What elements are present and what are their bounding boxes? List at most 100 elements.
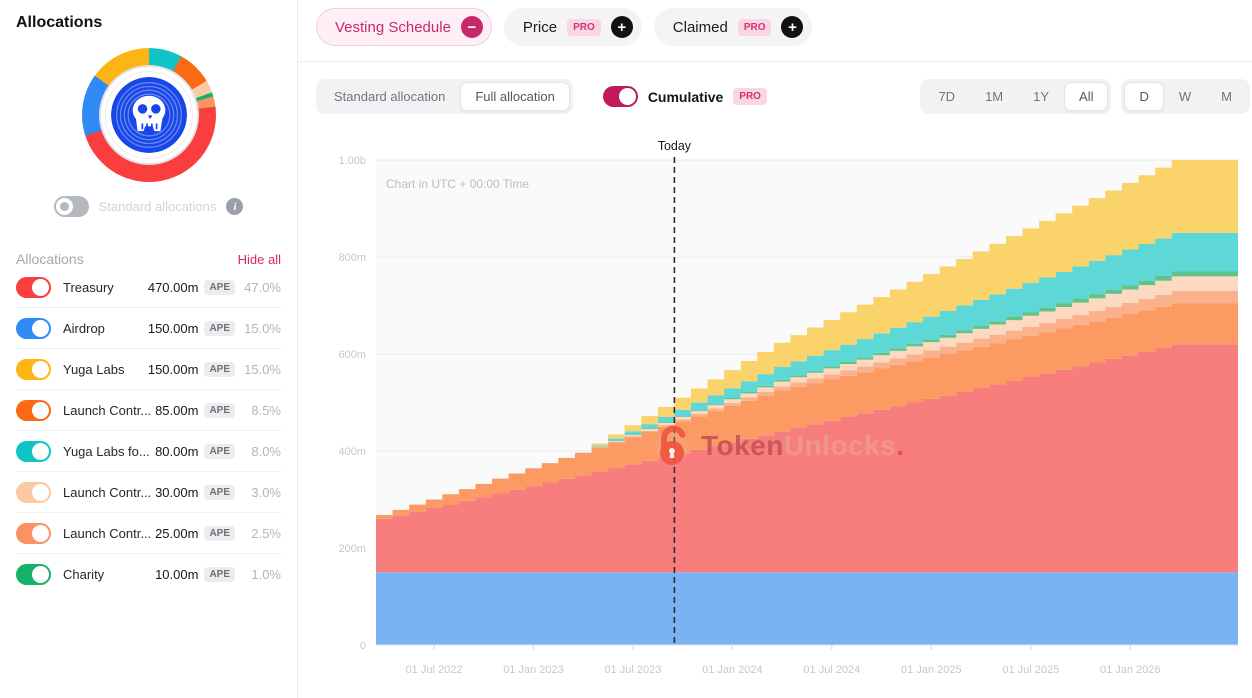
allocation-unit-badge: APE (204, 402, 235, 418)
allocation-toggle[interactable] (16, 358, 51, 380)
allocation-percent: 8.0% (251, 443, 281, 459)
cumulative-toggle[interactable] (602, 86, 638, 107)
series-band-yuga-labs (376, 160, 1238, 516)
allocation-value: 30.00m (155, 484, 199, 500)
allocation-percent: 8.5% (251, 402, 281, 418)
allocation-toggle[interactable] (16, 399, 51, 421)
plus-button[interactable]: + (610, 16, 633, 38)
range-segmented: 7D 1M 1Y All (920, 79, 1112, 114)
allocation-percent: 15.0% (244, 361, 281, 377)
allocation-toggle[interactable] (16, 522, 51, 544)
range-1m[interactable]: 1M (985, 89, 1004, 104)
toggle-knob (32, 524, 49, 542)
allocation-row: Launch Contr... 85.00m APE 8.5% (16, 390, 281, 431)
allocation-mode-segmented: Standard allocation Full allocation (316, 79, 573, 114)
range-1y[interactable]: 1Y (1033, 89, 1050, 104)
allocation-percent: 2.5% (251, 525, 281, 541)
granularity-d[interactable]: D (1124, 82, 1164, 111)
allocation-row: Yuga Labs fo... 80.00m APE 8.0% (16, 431, 281, 472)
allocations-list: Treasury 470.00m APE 47.0% Airdrop 150.00m APE… (16, 267, 281, 595)
toggle-knob (618, 88, 636, 105)
allocation-unit-badge: APE (204, 443, 235, 459)
series-band-yuga-labs-fo- (376, 232, 1238, 516)
standard-allocations-label: Standard allocations (98, 199, 217, 214)
y-axis-tick-label: 200m (338, 543, 366, 555)
x-axis-tick-label: 01 Jan 2026 (1100, 664, 1161, 676)
chart-controls: Standard allocation Full allocation Cumul… (316, 79, 1250, 114)
allocation-percent: 1.0% (251, 567, 281, 582)
tab-claimed[interactable]: Claimed PRO + (653, 8, 813, 46)
allocation-percent: 3.0% (251, 484, 281, 500)
granularity-w[interactable]: W (1178, 89, 1192, 104)
standard-allocations-toggle[interactable] (53, 196, 89, 217)
tab-price[interactable]: Price PRO + (503, 8, 642, 46)
allocation-value: 150.00m (147, 361, 199, 377)
pro-badge: PRO (737, 18, 772, 36)
allocation-toggle[interactable] (16, 564, 51, 585)
allocations-list-title: Allocations (16, 251, 84, 267)
allocation-name: Launch Contr... (63, 484, 152, 500)
allocation-donut-chart (81, 48, 216, 182)
y-axis-tick-label: 800m (338, 252, 366, 264)
allocation-percent: 47.0% (244, 279, 281, 295)
allocation-value: 10.00m (155, 567, 199, 582)
standard-allocations-row: Standard allocations i (16, 196, 281, 217)
toggle-knob (32, 401, 49, 419)
allocation-value: 150.00m (147, 320, 199, 336)
allocation-name: Yuga Labs (63, 361, 125, 377)
allocation-row: Launch Contr... 25.00m APE 2.5% (16, 513, 281, 554)
allocation-value: 470.00m (147, 279, 199, 295)
tab-vesting-schedule[interactable]: Vesting Schedule − (316, 8, 492, 46)
toggle-knob (32, 566, 49, 583)
range-all[interactable]: All (1064, 82, 1109, 111)
chart-area: 0 200m 400m 600m 800m 1.00b 01 Jul 2022 01 Jan … (308, 137, 1250, 698)
allocation-toggle[interactable] (16, 440, 51, 462)
allocations-sidebar: Allocations (0, 0, 298, 698)
cumulative-label: Cumulative (647, 88, 724, 105)
x-axis-tick-label: 01 Jul 2023 (604, 664, 661, 676)
header-divider (298, 61, 1252, 62)
x-axis-tick-label: 01 Jan 2024 (702, 664, 763, 676)
allocation-value: 25.00m (155, 525, 199, 541)
allocation-unit-badge: APE (204, 320, 235, 336)
x-axis-tick-label: 01 Jul 2024 (803, 664, 860, 676)
allocation-unit-badge: APE (204, 567, 235, 582)
allocations-list-header: Allocations Hide all (16, 251, 281, 267)
allocation-name: Charity (63, 567, 105, 582)
allocation-row: Launch Contr... 30.00m APE 3.0% (16, 472, 281, 513)
allocation-name: Launch Contr... (63, 402, 152, 418)
allocation-toggle[interactable] (16, 276, 51, 298)
toggle-knob (32, 442, 49, 460)
allocation-unit-badge: APE (204, 361, 235, 377)
allocation-name: Launch Contr... (63, 525, 152, 541)
tab-label: Vesting Schedule (335, 18, 451, 36)
allocation-toggle[interactable] (16, 317, 51, 339)
allocation-name: Airdrop (63, 320, 105, 336)
range-7d[interactable]: 7D (938, 89, 956, 104)
x-axis-tick-label: 01 Jan 2025 (901, 664, 962, 676)
allocation-toggle[interactable] (16, 481, 51, 503)
apecoin-logo-icon (110, 77, 187, 153)
allocation-row: Charity 10.00m APE 1.0% (16, 554, 281, 595)
toggle-knob (32, 360, 49, 378)
y-axis-tick-label: 1.00b (338, 155, 366, 167)
minus-button[interactable]: − (460, 16, 483, 38)
allocation-row: Treasury 470.00m APE 47.0% (16, 267, 281, 308)
mode-full-allocation[interactable]: Full allocation (460, 82, 570, 111)
granularity-m[interactable]: M (1221, 89, 1232, 104)
hide-all-link[interactable]: Hide all (237, 251, 281, 267)
toggle-knob (55, 198, 73, 215)
vesting-chart[interactable]: 0 200m 400m 600m 800m 1.00b 01 Jul 2022 01 Jan … (308, 137, 1250, 698)
tab-label: Price (522, 18, 558, 36)
plus-button[interactable]: + (781, 16, 804, 38)
toggle-knob (32, 278, 49, 296)
pro-badge: PRO (733, 88, 767, 105)
mode-standard-allocation[interactable]: Standard allocation (334, 89, 446, 104)
donut-hole (98, 65, 199, 165)
chart-tabs: Vesting Schedule − Price PRO + Claimed PRO + (316, 8, 1250, 46)
info-icon[interactable]: i (226, 198, 244, 215)
x-axis-tick-label: 01 Jul 2025 (1002, 664, 1059, 676)
allocation-name: Yuga Labs fo... (63, 443, 150, 459)
